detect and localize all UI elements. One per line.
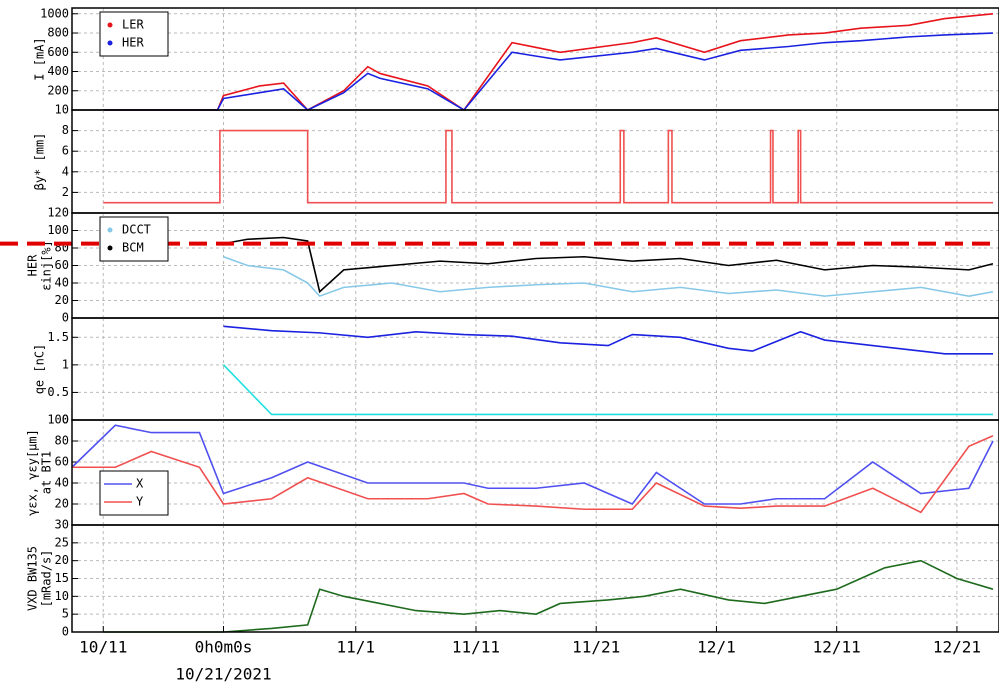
x-tick-label: 12/21 [933, 638, 981, 657]
series-line [223, 236, 994, 294]
y-tick-label: 1000 [40, 6, 69, 20]
x-tick-label: 11/1 [336, 638, 375, 657]
y-tick-label: 6 [62, 144, 69, 158]
y-tick-label: 15 [55, 571, 69, 585]
y-tick-label: 40 [55, 276, 69, 290]
y-axis-label: HER [26, 254, 40, 276]
y-axis-label: βy* [mm] [33, 133, 47, 191]
x-tick-label: 11/21 [572, 638, 620, 657]
y-tick-label: 1 [62, 357, 69, 371]
y-tick-label: 60 [55, 455, 69, 469]
series-line [103, 559, 994, 633]
y-tick-label: 40 [55, 476, 69, 490]
y-tick-label: 0 [62, 311, 69, 325]
legend-box [99, 216, 169, 262]
legend-label: LER [122, 18, 144, 32]
x-tick-label: 11/11 [452, 638, 500, 657]
legend-swatch [107, 245, 113, 251]
series-line [71, 424, 994, 505]
y-tick-label: 25 [55, 535, 69, 549]
panel-frame [71, 109, 999, 214]
legend-label: BCM [122, 241, 144, 255]
y-tick-label: 200 [47, 83, 69, 97]
y-tick-label: 120 [47, 206, 69, 220]
legend-box [99, 470, 169, 516]
legend-swatch [107, 22, 113, 28]
series-line [72, 435, 994, 514]
y-tick-label: 0.5 [47, 385, 69, 399]
y-tick-label: 0 [62, 625, 69, 639]
x-tick-label: 0h0m0s [195, 638, 253, 657]
y-axis-label: qe [nC] [33, 344, 47, 395]
x-tick-label: 12/11 [813, 638, 861, 657]
series-line [223, 255, 994, 298]
y-tick-label: 10 [55, 103, 69, 117]
series-line [222, 364, 993, 416]
y-axis-label: at BT1 [40, 451, 54, 494]
y-tick-label: 0 [62, 413, 69, 427]
x-tick-label: 12/1 [697, 638, 736, 657]
series-line [103, 129, 993, 204]
y-tick-label: 100 [47, 223, 69, 237]
legend-box [99, 11, 169, 57]
legend-label: X [136, 477, 144, 491]
panel-frame [71, 317, 999, 421]
y-tick-label: 20 [55, 553, 69, 567]
series-line [103, 12, 994, 112]
y-tick-label: 100 [47, 413, 69, 427]
y-axis-label: I [mA] [33, 37, 47, 80]
y-tick-label: 8 [62, 123, 69, 137]
y-tick-label: 5 [62, 607, 69, 621]
y-tick-label: 80 [55, 434, 69, 448]
y-tick-label: 30 [55, 518, 69, 532]
y-tick-label: 20 [55, 293, 69, 307]
y-tick-label: 20 [55, 497, 69, 511]
legend-swatch [107, 227, 113, 233]
legend-label: DCCT [122, 223, 151, 237]
x-tick-label: 10/11 [79, 638, 127, 657]
legend-label: HER [122, 36, 144, 50]
y-tick-label: 60 [55, 258, 69, 272]
y-tick-label: 2 [62, 185, 69, 199]
y-tick-label: 800 [47, 26, 69, 40]
y-axis-label: γεx, γεy[μm] [26, 429, 40, 516]
panel-frame [71, 524, 999, 633]
panel-frame [71, 7, 999, 111]
y-tick-label: 400 [47, 64, 69, 78]
y-axis-label: VXD BW135 [26, 546, 40, 611]
series-line [223, 325, 993, 355]
series-line [103, 32, 994, 112]
legend-swatch [107, 40, 113, 46]
y-tick-label: 4 [62, 164, 69, 178]
y-tick-label: 600 [47, 45, 69, 59]
x-tick-sublabel: 10/21/2021 [175, 665, 271, 684]
y-axis-label: εinj[%] [40, 240, 54, 291]
y-tick-label: 1.5 [47, 330, 69, 344]
legend-label: Y [136, 495, 144, 509]
y-axis-label: [mRad/s] [40, 550, 54, 608]
y-tick-label: 10 [55, 589, 69, 603]
